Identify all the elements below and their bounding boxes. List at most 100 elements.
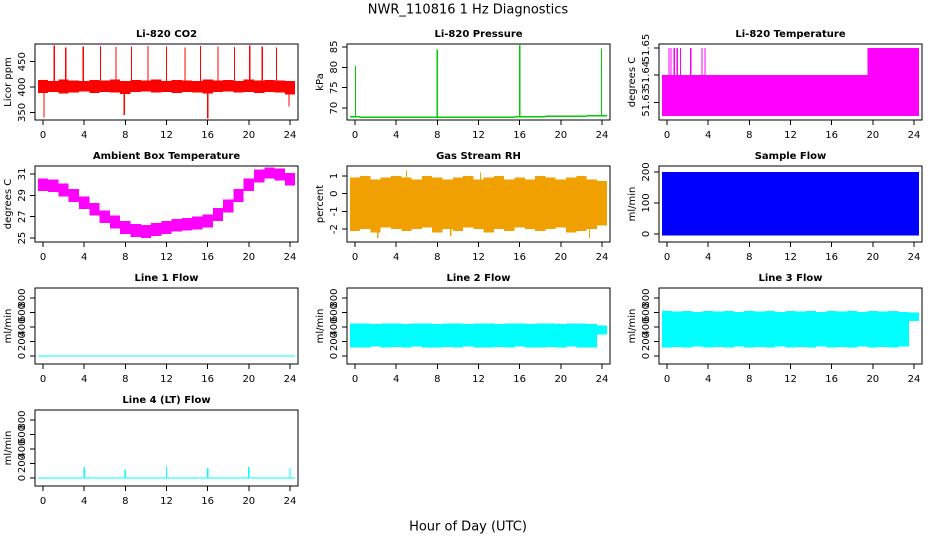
- flow-band: [233, 355, 244, 357]
- flow-band: [836, 311, 848, 347]
- x-tick-label: 8: [122, 496, 128, 507]
- x-tick-label: 16: [825, 374, 838, 385]
- flow-band: [754, 311, 765, 347]
- flow-band: [432, 323, 443, 348]
- flow-band: [764, 171, 776, 236]
- flow-band: [171, 218, 182, 232]
- flow-band: [264, 355, 275, 357]
- y-tick-label: 200: [329, 332, 340, 351]
- flow-band: [161, 220, 172, 234]
- x-tick-label: 0: [40, 374, 46, 385]
- flow-band: [692, 311, 704, 347]
- flow-band: [99, 477, 110, 479]
- flow-band: [243, 178, 254, 192]
- flow-band: [284, 80, 296, 95]
- flow-band: [514, 177, 525, 228]
- x-tick-label: 24: [908, 130, 921, 141]
- x-tick-label: 16: [513, 130, 526, 141]
- flow-band: [504, 323, 515, 348]
- flow-band: [411, 179, 422, 230]
- flow-band: [432, 177, 443, 233]
- flow-band: [58, 183, 69, 197]
- panel: 0 4 8 12 16 20 24 70 75 80 85 Li-820 Pressure kPa: [315, 29, 611, 141]
- x-tick-label: 16: [201, 496, 214, 507]
- flow-band: [79, 196, 90, 210]
- y-tick-label: 0: [641, 231, 652, 237]
- flow-band: [68, 355, 80, 357]
- x-tick-label: 20: [242, 496, 255, 507]
- flow-band: [555, 179, 566, 228]
- plot-frame: [346, 43, 611, 121]
- flow-band: [192, 355, 203, 357]
- flow-band: [483, 177, 494, 233]
- flow-band: [586, 115, 597, 117]
- flow-band: [370, 323, 381, 347]
- flow-band: [253, 169, 265, 183]
- flow-band: [130, 79, 141, 93]
- y-tick-label: 400: [17, 439, 28, 458]
- x-tick-label: 8: [746, 130, 752, 141]
- y-tick-label: 400: [641, 317, 652, 336]
- flow-band: [545, 115, 556, 118]
- x-tick-label: 12: [160, 252, 173, 263]
- flow-band: [274, 80, 285, 93]
- flow-band: [452, 323, 464, 348]
- flow-band: [908, 171, 920, 236]
- flow-band: [744, 75, 755, 116]
- flow-band: [151, 79, 162, 93]
- x-tick-label: 12: [784, 130, 797, 141]
- flow-band: [463, 116, 474, 118]
- flow-band: [816, 311, 827, 347]
- flow-band: [212, 355, 224, 357]
- flow-band: [181, 80, 193, 93]
- x-tick-label: 16: [201, 130, 214, 141]
- flow-band: [192, 477, 203, 479]
- y-tick-label: 75: [329, 81, 340, 94]
- flow-band: [867, 171, 878, 236]
- y-tick-label: 800: [641, 288, 652, 307]
- y-tick-label: 800: [17, 288, 28, 307]
- flow-band: [452, 177, 464, 231]
- flow-band: [130, 477, 141, 479]
- x-tick-label: 24: [596, 252, 609, 263]
- x-tick-label: 24: [284, 496, 297, 507]
- flow-band: [37, 79, 49, 94]
- panel: 0 4 8 12 16 20 24 -2 -1 0 1 Gas Stream RH percent: [315, 151, 611, 263]
- flow-band: [202, 477, 213, 479]
- flow-band: [192, 216, 203, 230]
- flow-band: [888, 48, 899, 116]
- flow-band: [524, 179, 536, 230]
- flow-band: [867, 311, 878, 348]
- flow-band: [535, 115, 546, 118]
- flow-band: [421, 116, 433, 118]
- flow-band: [37, 477, 49, 479]
- flow-band: [99, 80, 110, 93]
- flow-band: [171, 477, 182, 479]
- flow-band: [391, 175, 402, 230]
- x-tick-label: 8: [434, 130, 440, 141]
- flow-band: [682, 311, 693, 348]
- x-tick-label: 0: [352, 374, 358, 385]
- flow-band: [816, 75, 827, 116]
- y-tick-label: 600: [329, 303, 340, 322]
- y-tick-label: 0: [329, 353, 340, 359]
- flow-band: [805, 75, 817, 116]
- flow-band: [888, 171, 899, 236]
- x-tick-label: 12: [472, 130, 485, 141]
- flow-band: [223, 355, 234, 357]
- y-tick-label: 400: [329, 317, 340, 336]
- flow-band: [857, 171, 868, 236]
- flow-band: [421, 175, 433, 228]
- flow-band: [703, 75, 714, 116]
- flow-band: [795, 75, 806, 116]
- flow-band: [243, 355, 254, 357]
- flow-band: [120, 80, 131, 95]
- flow-band: [48, 477, 59, 479]
- flow-band: [836, 171, 848, 236]
- y-tick-label: 0: [641, 353, 652, 359]
- flow-band: [120, 355, 131, 357]
- x-tick-label: 4: [81, 130, 87, 141]
- x-tick-label: 20: [866, 252, 879, 263]
- x-tick-label: 0: [664, 374, 670, 385]
